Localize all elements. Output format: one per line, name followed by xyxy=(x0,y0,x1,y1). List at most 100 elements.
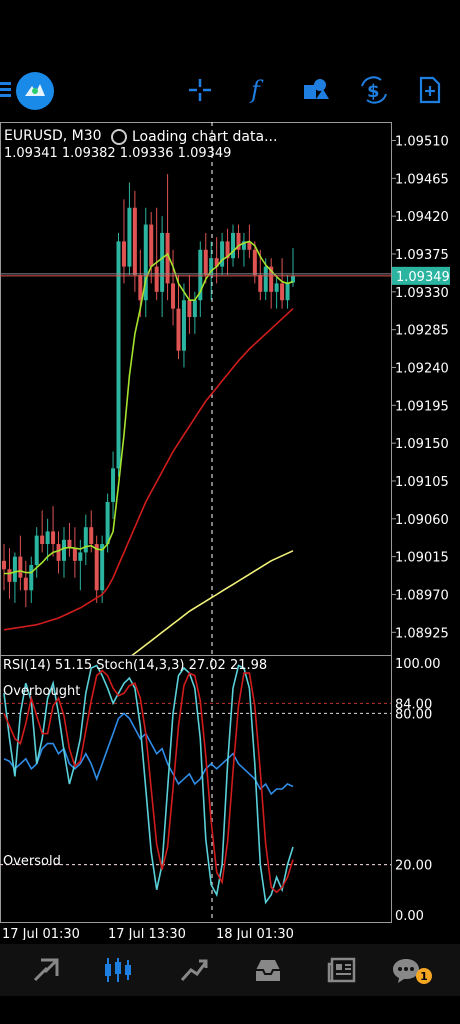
candle-body xyxy=(34,535,39,566)
loading-text: Loading chart data... xyxy=(132,129,278,145)
app-logo-icon[interactable] xyxy=(16,72,54,110)
price-tick-label: 1.09285 xyxy=(395,324,449,339)
indicators-icon[interactable]: f xyxy=(242,74,274,106)
candle-body xyxy=(231,232,236,259)
candle-body xyxy=(176,308,181,351)
new-order-icon[interactable] xyxy=(414,74,446,106)
oversold-label: Oversold xyxy=(3,854,61,869)
candle-body xyxy=(192,300,197,318)
candle-body xyxy=(198,249,203,301)
news-icon[interactable] xyxy=(324,954,360,986)
indicator-tick-label: 80.00 xyxy=(395,707,432,722)
trade-icon[interactable] xyxy=(176,954,212,986)
price-tick-label: 1.09015 xyxy=(395,551,449,566)
messages-icon[interactable] xyxy=(388,954,424,986)
notification-badge: 1 xyxy=(416,968,432,984)
price-tick-label: 1.09465 xyxy=(395,172,449,187)
menu-icon[interactable] xyxy=(0,80,12,100)
time-axis-label: 17 Jul 13:30 xyxy=(108,927,186,940)
time-axis-label: 18 Jul 01:30 xyxy=(216,927,294,940)
candle-body xyxy=(56,544,61,561)
candle-body xyxy=(40,535,45,545)
candle-body xyxy=(269,266,274,292)
quotes-icon[interactable] xyxy=(28,954,64,986)
candle-body xyxy=(116,241,121,469)
rsi-line xyxy=(3,712,294,796)
candle-body xyxy=(2,560,6,570)
candle-body xyxy=(51,531,56,545)
candle-body xyxy=(280,283,285,301)
candle-body xyxy=(61,539,66,561)
candle-body xyxy=(121,241,126,267)
candle-body xyxy=(258,275,263,292)
candle-body xyxy=(236,232,241,250)
price-tick-label: 1.09510 xyxy=(395,134,449,149)
bottom-navigation xyxy=(0,944,460,996)
objects-icon[interactable] xyxy=(300,74,332,106)
current-price-tag xyxy=(392,266,450,285)
candle-body xyxy=(100,544,105,591)
indicator-plot-frame xyxy=(0,655,392,923)
candle-body xyxy=(23,577,28,591)
stoch-d-line xyxy=(3,669,294,894)
price-tick-label: 1.09060 xyxy=(395,513,449,528)
price-tick-label: 1.09330 xyxy=(395,286,449,301)
candle-body xyxy=(187,300,192,318)
indicator-tick-label: 0.00 xyxy=(395,909,424,924)
stoch-k-line xyxy=(3,664,294,905)
candle-body xyxy=(45,531,50,545)
chart-tab-icon[interactable] xyxy=(100,954,136,986)
candle-body xyxy=(29,565,34,591)
symbol-change-icon[interactable]: $ xyxy=(358,74,390,106)
candle-body xyxy=(149,224,154,267)
overbought-label: Overbought xyxy=(3,684,81,699)
ma-mid-line xyxy=(3,308,294,631)
indicator-header: RSI(14) 51.15 Stoch(14,3,3) 27.02 21.98 xyxy=(3,658,268,673)
candle-body xyxy=(247,241,252,250)
svg-text:$: $ xyxy=(367,81,380,102)
candle-body xyxy=(220,241,225,267)
candle-body xyxy=(214,258,219,267)
price-tick-label: 1.09420 xyxy=(395,210,449,225)
candle-body xyxy=(203,249,208,276)
candle-body xyxy=(7,569,12,582)
candle-body xyxy=(225,241,230,259)
candle-body xyxy=(181,300,186,351)
svg-text:f: f xyxy=(249,76,264,104)
candle-body xyxy=(132,207,137,276)
price-tick-label: 1.09195 xyxy=(395,399,449,414)
current-price-label: 1.09349 xyxy=(396,270,450,285)
candle-body xyxy=(89,527,94,545)
price-tick-label: 1.09375 xyxy=(395,248,449,263)
ma-slow-line xyxy=(131,550,294,655)
candle-body xyxy=(83,527,88,553)
loading-status: Loading chart data... xyxy=(110,128,277,146)
price-chart[interactable]: 1.09510 1.09465 1.09420 1.09375 1.09330 1.092… xyxy=(0,120,460,940)
candle-body xyxy=(274,283,279,292)
candle-body xyxy=(105,501,110,545)
candle-body xyxy=(263,266,268,292)
candle-body xyxy=(67,539,72,549)
price-tick-label: 1.09105 xyxy=(395,475,449,490)
price-tick-label: 1.09240 xyxy=(395,361,449,376)
crosshair-icon[interactable] xyxy=(184,74,216,106)
ohlc-values: 1.09341 1.09382 1.09336 1.09349 xyxy=(4,146,232,161)
candle-body xyxy=(143,224,148,301)
candle-body xyxy=(127,207,132,267)
candle-body xyxy=(138,275,143,301)
candle-body xyxy=(154,266,159,292)
indicator-tick-label: 20.00 xyxy=(395,859,432,874)
candle-body xyxy=(72,548,77,561)
indicator-tick-label: 100.00 xyxy=(395,657,441,672)
price-tick-label: 1.08925 xyxy=(395,626,449,641)
candle-body xyxy=(18,556,23,578)
candle-body xyxy=(252,249,257,276)
indicator-tick-label: 84.00 xyxy=(395,697,432,712)
candle-body xyxy=(171,283,176,309)
time-axis-label: 17 Jul 01:30 xyxy=(2,927,80,940)
loading-spinner-icon xyxy=(111,129,127,145)
candle-body xyxy=(165,232,170,284)
candle-body xyxy=(285,283,290,301)
symbol-timeframe: EURUSD, M30 xyxy=(4,128,102,144)
history-icon[interactable] xyxy=(250,954,286,986)
